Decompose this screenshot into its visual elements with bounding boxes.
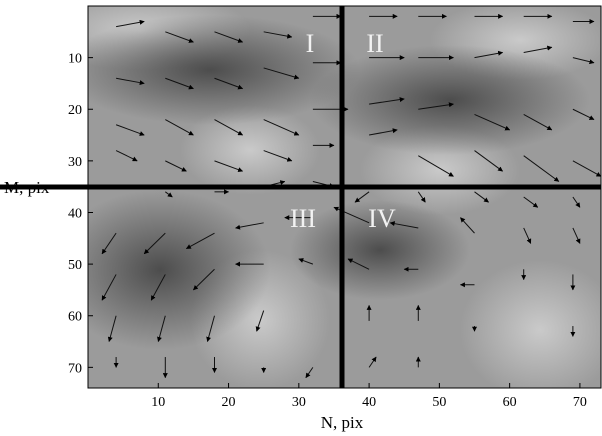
y-axis-ticks: 10 20 30 40 50 60 70 [68, 52, 93, 376]
vector-arrow [354, 191, 370, 203]
vector-arrow [572, 227, 581, 244]
vector-arrow [115, 150, 138, 162]
x-tick-label: 40 [362, 395, 376, 410]
vector-arrow [157, 315, 166, 343]
vector-arrow [116, 19, 145, 28]
vector-arrow [523, 45, 553, 53]
vector-arrow [214, 31, 244, 43]
vector-arrow [263, 31, 293, 39]
y-tick-label: 40 [68, 206, 82, 221]
vector-arrow [165, 160, 187, 172]
y-tick-label: 30 [68, 155, 82, 170]
vector-arrow [572, 57, 595, 65]
vector-arrow [347, 258, 370, 270]
vector-arrow [165, 191, 173, 198]
y-tick-label: 70 [68, 361, 82, 376]
vector-arrow [165, 119, 194, 136]
vector-arrow [150, 274, 166, 301]
vector-arrow [263, 119, 300, 136]
vector-arrow [417, 191, 426, 203]
vector-arrow [101, 274, 117, 301]
x-axis-ticks: 10 20 30 40 50 60 70 [151, 383, 587, 410]
light-region [460, 260, 601, 388]
quadrant-label-II: II [366, 29, 383, 58]
vector-arrow [298, 258, 314, 265]
vector-arrow [369, 128, 398, 136]
dark-region [290, 200, 470, 300]
x-tick-label: 70 [573, 395, 587, 410]
vector-arrow [523, 113, 553, 131]
vector-arrow [214, 119, 244, 136]
vector-arrow [474, 113, 511, 131]
y-axis-label: M, pix [4, 178, 50, 197]
vector-arrow [214, 77, 244, 90]
x-tick-label: 30 [292, 395, 306, 410]
vector-arrow [165, 77, 194, 90]
x-tick-label: 60 [503, 395, 517, 410]
quadrant-label-III: III [290, 204, 316, 233]
vector-arrow [255, 310, 265, 332]
plot-area [88, 6, 601, 388]
vector-arrow [101, 232, 117, 255]
dark-region [310, 45, 590, 155]
vector-arrow [206, 315, 215, 343]
vector-arrow [143, 232, 166, 255]
vector-arrow [572, 196, 581, 208]
vector-arrow [263, 67, 300, 80]
vector-arrow [107, 315, 117, 343]
x-tick-label: 10 [151, 395, 165, 410]
vector-arrow [523, 155, 560, 182]
light-region [180, 105, 320, 195]
vector-arrow [474, 191, 489, 203]
quadrant-label-IV: IV [368, 204, 396, 233]
vector-arrow [368, 356, 377, 368]
vector-arrow [474, 150, 504, 172]
vector-arrow [116, 77, 145, 86]
x-tick-label: 20 [222, 395, 236, 410]
quadrant-label-I: I [306, 29, 315, 58]
vector-arrow [305, 367, 314, 379]
vector-arrow [460, 217, 475, 234]
vector-arrow [418, 155, 454, 177]
y-tick-label: 60 [68, 310, 82, 325]
y-tick-label: 50 [68, 258, 82, 273]
vector-arrow [389, 221, 419, 229]
vector-arrow [369, 97, 405, 105]
vector-arrow [263, 150, 293, 162]
vector-arrow [572, 108, 595, 121]
x-axis-label: N, pix [321, 413, 364, 432]
y-tick-label: 20 [68, 103, 82, 118]
dark-region [88, 15, 360, 125]
vector-arrow [165, 31, 194, 43]
vector-arrow [185, 232, 215, 250]
vector-arrow [235, 222, 264, 230]
vector-arrow [418, 102, 454, 110]
vector-arrow [572, 160, 601, 177]
vector-arrow [115, 124, 145, 136]
x-tick-label: 50 [432, 395, 446, 410]
vector-arrow [214, 160, 244, 172]
vector-arrow [523, 196, 539, 208]
vector-arrow [474, 50, 504, 59]
vector-arrow [193, 268, 215, 291]
dark-region [88, 190, 270, 350]
y-tick-label: 10 [68, 52, 82, 67]
vector-arrow [523, 227, 532, 244]
